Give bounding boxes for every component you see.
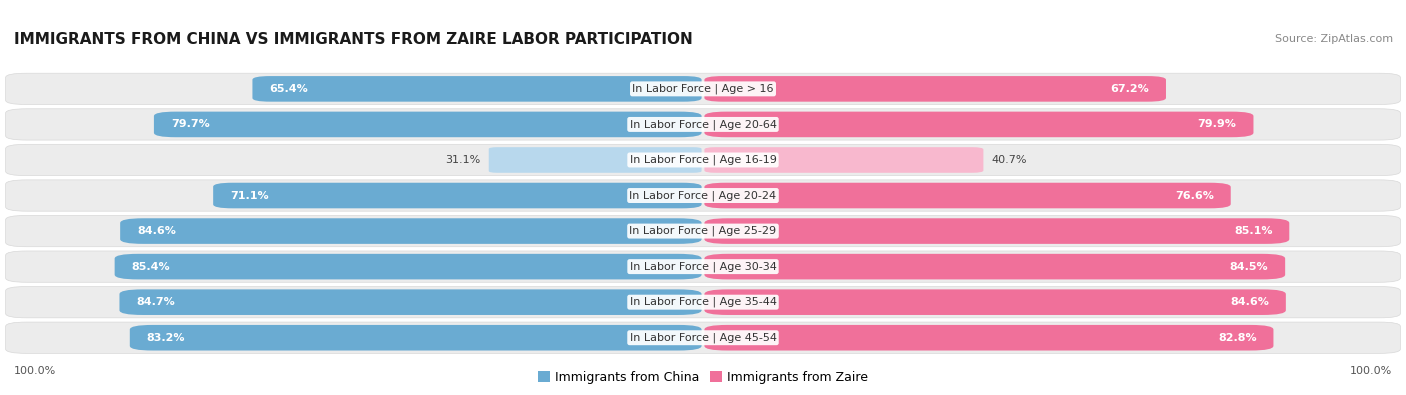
FancyBboxPatch shape [153, 112, 702, 137]
Text: In Labor Force | Age 45-54: In Labor Force | Age 45-54 [630, 333, 776, 343]
FancyBboxPatch shape [704, 290, 1286, 315]
Text: 71.1%: 71.1% [231, 190, 269, 201]
Text: In Labor Force | Age 20-24: In Labor Force | Age 20-24 [630, 190, 776, 201]
Text: In Labor Force | Age 20-64: In Labor Force | Age 20-64 [630, 119, 776, 130]
FancyBboxPatch shape [115, 254, 702, 279]
Text: 84.6%: 84.6% [136, 226, 176, 236]
FancyBboxPatch shape [704, 147, 983, 173]
Text: 79.7%: 79.7% [170, 119, 209, 130]
FancyBboxPatch shape [704, 112, 1254, 137]
FancyBboxPatch shape [6, 144, 1400, 176]
Text: In Labor Force | Age 30-34: In Labor Force | Age 30-34 [630, 261, 776, 272]
FancyBboxPatch shape [704, 218, 1289, 244]
Text: 100.0%: 100.0% [1350, 366, 1392, 376]
Text: IMMIGRANTS FROM CHINA VS IMMIGRANTS FROM ZAIRE LABOR PARTICIPATION: IMMIGRANTS FROM CHINA VS IMMIGRANTS FROM… [14, 32, 693, 47]
Text: 85.1%: 85.1% [1234, 226, 1272, 236]
Text: 84.5%: 84.5% [1230, 261, 1268, 272]
Text: 84.6%: 84.6% [1230, 297, 1270, 307]
FancyBboxPatch shape [214, 183, 702, 208]
FancyBboxPatch shape [253, 76, 702, 102]
FancyBboxPatch shape [6, 109, 1400, 140]
FancyBboxPatch shape [704, 254, 1285, 279]
Text: In Labor Force | Age 35-44: In Labor Force | Age 35-44 [630, 297, 776, 307]
Text: 67.2%: 67.2% [1111, 84, 1149, 94]
FancyBboxPatch shape [6, 251, 1400, 282]
FancyBboxPatch shape [704, 76, 1166, 102]
Text: 83.2%: 83.2% [146, 333, 186, 343]
FancyBboxPatch shape [120, 290, 702, 315]
FancyBboxPatch shape [489, 147, 702, 173]
Text: 85.4%: 85.4% [132, 261, 170, 272]
Text: 31.1%: 31.1% [446, 155, 481, 165]
FancyBboxPatch shape [6, 180, 1400, 211]
FancyBboxPatch shape [6, 322, 1400, 354]
Text: 79.9%: 79.9% [1198, 119, 1237, 130]
Text: 84.7%: 84.7% [136, 297, 176, 307]
Legend: Immigrants from China, Immigrants from Zaire: Immigrants from China, Immigrants from Z… [533, 366, 873, 389]
FancyBboxPatch shape [6, 73, 1400, 105]
FancyBboxPatch shape [6, 215, 1400, 247]
Text: Source: ZipAtlas.com: Source: ZipAtlas.com [1275, 34, 1393, 44]
FancyBboxPatch shape [704, 325, 1274, 350]
Text: 76.6%: 76.6% [1175, 190, 1213, 201]
Text: In Labor Force | Age > 16: In Labor Force | Age > 16 [633, 84, 773, 94]
FancyBboxPatch shape [704, 183, 1230, 208]
Text: In Labor Force | Age 16-19: In Labor Force | Age 16-19 [630, 155, 776, 165]
FancyBboxPatch shape [129, 325, 702, 350]
Text: 65.4%: 65.4% [270, 84, 308, 94]
FancyBboxPatch shape [6, 286, 1400, 318]
Text: 40.7%: 40.7% [991, 155, 1028, 165]
FancyBboxPatch shape [120, 218, 702, 244]
Text: 82.8%: 82.8% [1218, 333, 1257, 343]
Text: 100.0%: 100.0% [14, 366, 56, 376]
Text: In Labor Force | Age 25-29: In Labor Force | Age 25-29 [630, 226, 776, 236]
